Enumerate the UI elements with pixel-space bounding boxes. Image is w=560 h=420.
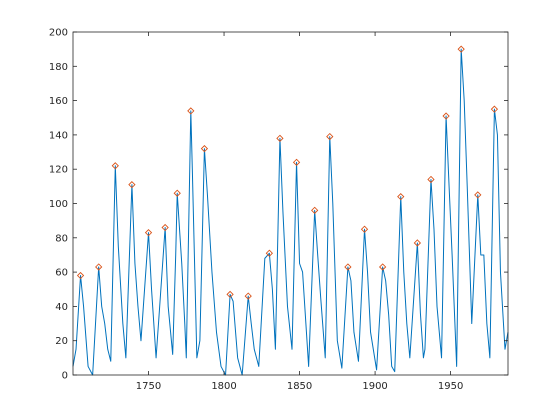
peak-marker — [378, 263, 387, 271]
peak-marker — [95, 263, 103, 271]
peak-marker — [161, 223, 169, 232]
y-tick-label: 60 — [55, 268, 68, 279]
x-tick-label: 1750 — [136, 381, 161, 392]
peak-marker — [200, 144, 209, 153]
peak-marker — [326, 132, 334, 141]
peak-marker — [397, 193, 405, 201]
y-tick-label: 160 — [49, 96, 68, 107]
y-tick-label: 0 — [62, 371, 68, 382]
series-layer — [72, 48, 509, 376]
y-tick-label: 100 — [49, 199, 68, 210]
peak-marker — [76, 271, 85, 280]
peak-marker — [265, 249, 273, 257]
x-tick-label: 1950 — [438, 381, 463, 392]
peak-marker — [427, 175, 435, 184]
peak-marker — [442, 112, 450, 120]
peak-marker — [128, 180, 136, 189]
peak-marker — [144, 229, 153, 237]
plot-area — [73, 32, 508, 375]
peak-marker — [474, 191, 482, 199]
y-tick-label: 140 — [49, 130, 68, 141]
x-tick-label: 1850 — [287, 381, 312, 392]
y-tick-label: 180 — [49, 62, 68, 73]
peak-marker — [457, 45, 465, 53]
y-tick-label: 20 — [55, 336, 68, 347]
peak-marker — [111, 162, 119, 170]
y-tick-label: 120 — [49, 165, 68, 176]
peak-marker — [276, 134, 284, 142]
marker-layer — [76, 45, 499, 300]
peak-marker — [490, 105, 499, 113]
y-tick-label: 200 — [49, 28, 68, 39]
peak-marker — [187, 107, 195, 115]
peak-marker — [244, 292, 252, 300]
peak-marker — [413, 239, 422, 247]
tick-layer: 0 20 40 60 80 100 120 140 160 180 200 1750 1800 1850 1… — [49, 28, 508, 392]
peak-marker — [360, 225, 369, 233]
peak-marker — [292, 158, 301, 166]
peak-marker — [344, 263, 352, 271]
y-tick-label: 80 — [55, 233, 68, 244]
x-tick-label: 1900 — [362, 381, 387, 392]
x-tick-label: 1800 — [211, 381, 236, 392]
peak-marker — [226, 290, 234, 299]
peak-marker — [311, 206, 319, 214]
series-line-0 — [72, 48, 509, 376]
y-tick-label: 40 — [55, 302, 68, 313]
peak-marker — [173, 189, 181, 197]
